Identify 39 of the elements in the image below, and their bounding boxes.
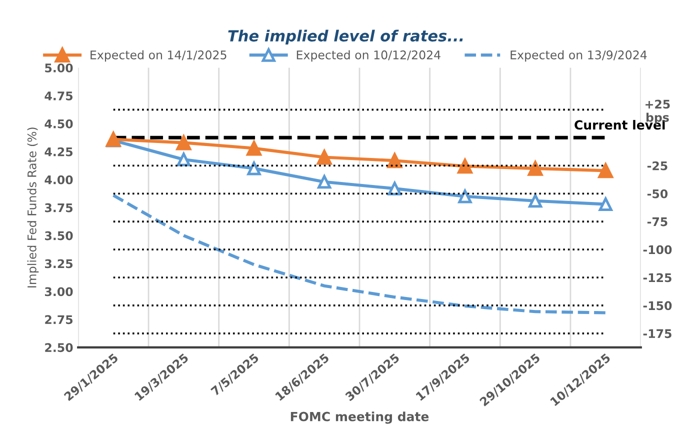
point	[318, 175, 332, 189]
chart-title: The implied level of rates...	[228, 30, 463, 45]
line-series	[112, 194, 608, 314]
y2-tick-label: -75	[647, 217, 668, 226]
point	[598, 163, 614, 178]
y-tick-label: 3.75	[45, 203, 73, 212]
legend-label: Expected on 13/9/2024	[510, 50, 647, 62]
point	[458, 190, 472, 204]
point	[528, 160, 543, 176]
point	[387, 153, 402, 168]
y-tick-label: 4.00	[44, 175, 73, 184]
y-tick-label: 4.75	[44, 92, 73, 100]
point	[176, 152, 190, 166]
y-tick-label: 5.00	[45, 63, 73, 72]
point	[247, 162, 261, 176]
point	[316, 150, 332, 165]
y2-tick-label: -150	[643, 301, 672, 310]
y-tick-label: 4.25	[44, 147, 73, 156]
y2-tick-label: -50	[647, 189, 668, 198]
y-tick-label: 4.50	[44, 119, 73, 128]
x-axis-title: FOMC meeting date	[290, 412, 429, 424]
legend-label: Expected on 14/1/2025	[90, 50, 226, 62]
y-tick-label: 2.75	[45, 315, 73, 324]
y-tick-label: 3.25	[45, 259, 73, 268]
point	[528, 194, 542, 208]
point	[246, 140, 262, 156]
y-tick-label: 3.00	[45, 287, 73, 296]
point	[457, 158, 472, 174]
point	[176, 135, 192, 150]
y-tick-label: 3.50	[45, 231, 73, 240]
y-axis-title: Implied Fed Funds Rate (%)	[27, 128, 39, 288]
y2-tick-label: -175	[643, 329, 672, 338]
y-tick-label: 2.50	[45, 343, 73, 352]
point	[388, 182, 402, 196]
point	[598, 197, 612, 212]
y2-tick-label: -125	[643, 273, 672, 282]
legend-label: Expected on 10/12/2024	[296, 50, 440, 62]
y2-tick-label: -25	[647, 161, 668, 170]
y2-tick-label: -100	[643, 245, 672, 254]
